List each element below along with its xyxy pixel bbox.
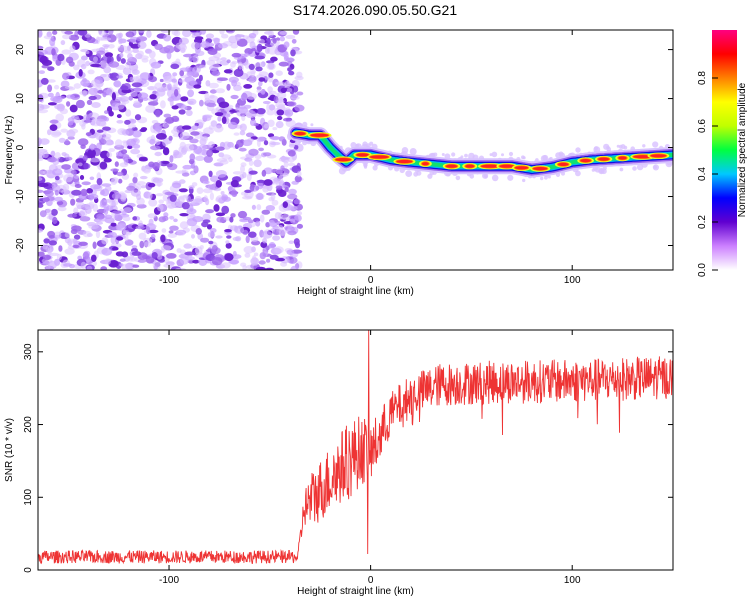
colorbar-label: Normalized spectral amplitude: [737, 82, 748, 217]
ridge-hotspot: [356, 153, 369, 157]
x-tick-label: -100: [159, 575, 179, 586]
ridge-hotspot: [533, 167, 548, 171]
colorbar-gradient: [712, 30, 737, 270]
colorbar-tick-label: 0.6: [697, 119, 708, 133]
ridge-hotspot: [294, 132, 306, 136]
ridge-hotspot: [499, 164, 515, 168]
x-tick-label: -100: [159, 275, 179, 286]
x-tick-label: 100: [564, 275, 581, 286]
x-axis-label: Height of straight line (km): [297, 286, 414, 297]
ridge-hotspot: [310, 133, 329, 137]
snr-panel: -100 0 100 0 100 200 300 Height of straight lin…: [4, 329, 674, 597]
y-tick-label: 200: [23, 416, 34, 433]
noise-blobs: [38, 30, 673, 270]
x-tick-label: 100: [564, 575, 581, 586]
colorbar: 0.0 0.2 0.4 0.6 0.8 Normalized spectral ampli…: [697, 30, 748, 277]
x-tick-label: 0: [368, 575, 374, 586]
ridge-hotspot: [557, 162, 569, 166]
ridge-hotspot: [369, 155, 389, 159]
snr-frame: [37, 329, 674, 571]
x-tick-label: 0: [368, 275, 374, 286]
y-tick-label: -20: [15, 238, 26, 253]
y-tick-label: 0: [15, 144, 26, 150]
ridge-hotspot: [422, 162, 429, 166]
y-tick-label: 20: [15, 44, 26, 56]
y-tick-label: 100: [23, 488, 34, 505]
ridge-hotspot: [514, 166, 529, 170]
ridge-hotspot: [445, 164, 458, 168]
ridge-hotspot: [481, 164, 500, 168]
y-tick-label: -10: [15, 189, 26, 204]
y-tick-label: 0: [23, 567, 34, 573]
y-tick-label: 300: [23, 343, 34, 360]
page-title: S174.2026.090.05.50.G21: [292, 2, 458, 18]
x-axis-label: Height of straight line (km): [297, 586, 414, 597]
ridge-hotspot: [618, 156, 627, 160]
ridge-hotspot: [598, 157, 610, 161]
ridge-hotspot: [396, 159, 413, 164]
snr-series-line: [38, 330, 673, 565]
colorbar-tick-label: 0.4: [697, 167, 708, 181]
colorbar-tick-label: 0.2: [697, 215, 708, 229]
spectrogram-frame: [37, 29, 674, 271]
ridge-hotspot: [650, 154, 667, 158]
y-tick-label: 10: [15, 93, 26, 105]
ridge-hotspot: [580, 159, 591, 163]
ridge-hotspot: [465, 164, 475, 168]
y-axis-label: Frequency (Hz): [4, 116, 15, 185]
y-axis-label: SNR (10 * v/v): [4, 418, 15, 482]
ridge-hotspot: [335, 158, 352, 162]
colorbar-tick-label: 0.0: [697, 263, 708, 277]
colorbar-tick-label: 0.8: [697, 71, 708, 85]
